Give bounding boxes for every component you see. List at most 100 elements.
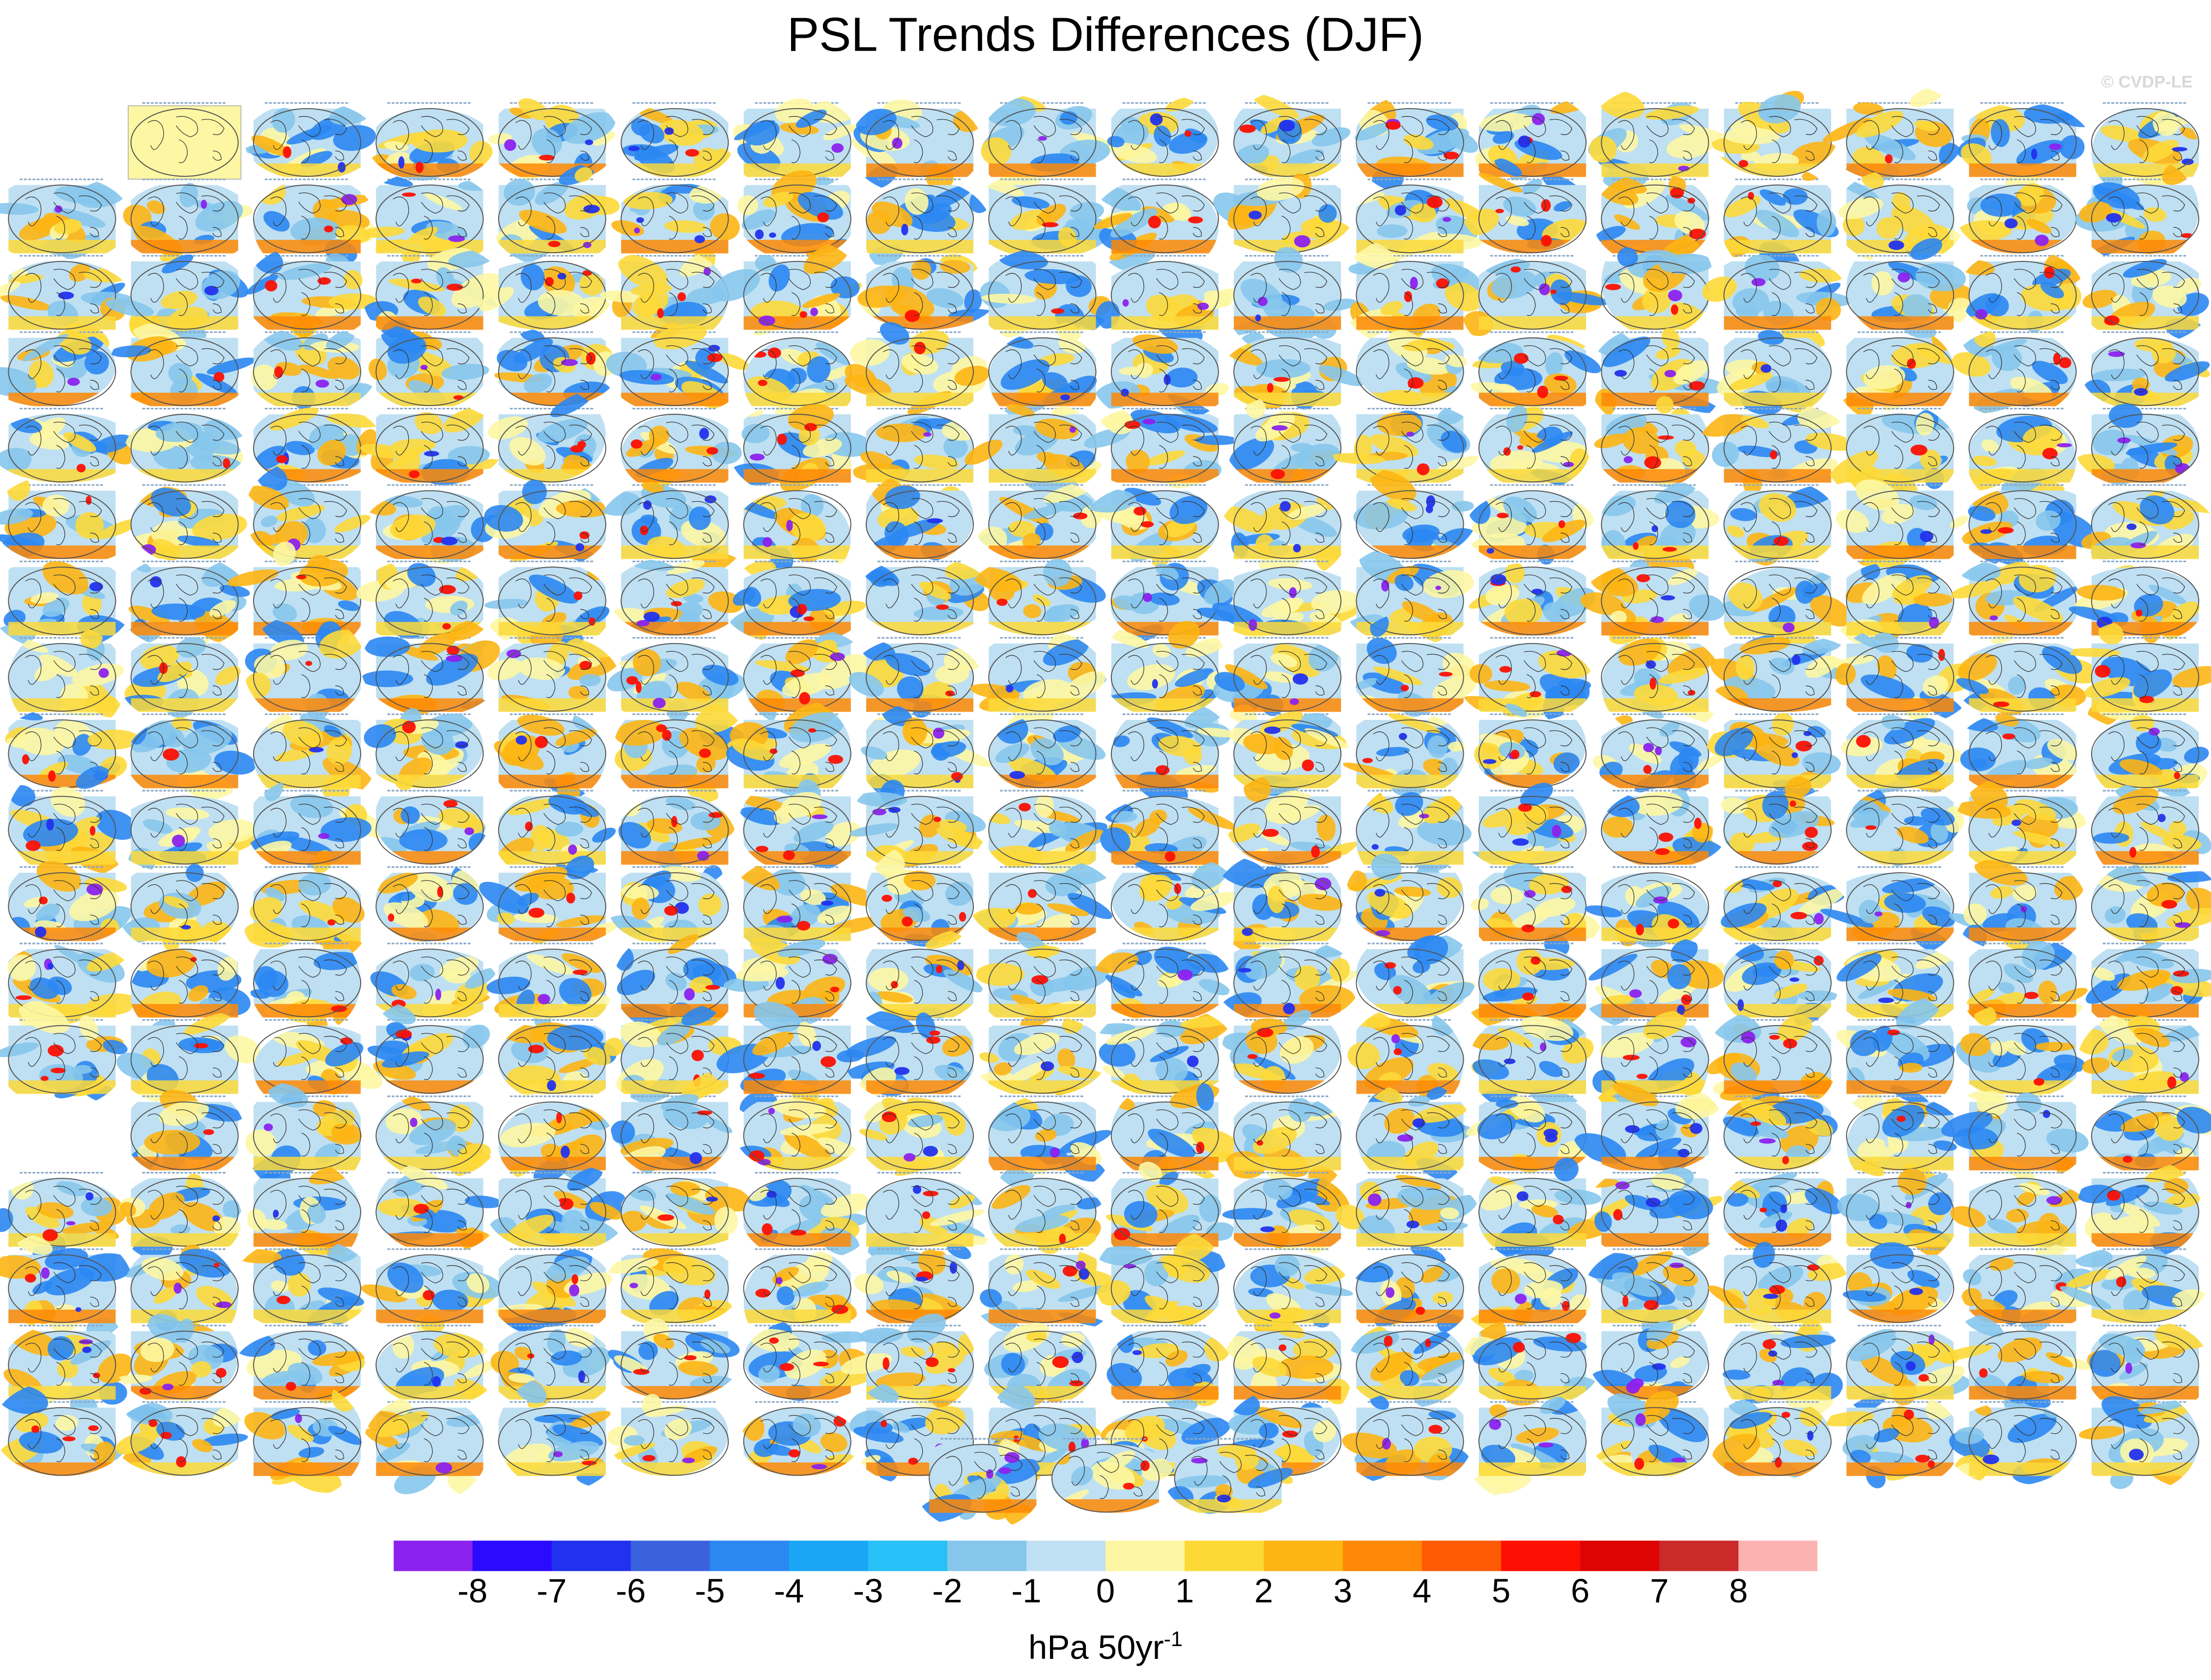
contour-blob: [1920, 449, 1941, 470]
contour-blob: [368, 358, 387, 380]
credit-label: © CVDP-LE: [2101, 73, 2193, 91]
panel-outline: [988, 108, 1097, 177]
panel-outline: [8, 337, 116, 406]
contour-extreme: [1267, 383, 1274, 393]
contour-blob: [998, 250, 1048, 270]
southern-band: [1478, 851, 1587, 865]
panel-field: [2075, 403, 2199, 485]
contour-extreme: [1887, 1029, 1900, 1036]
contour-blob: [1661, 328, 1680, 349]
contour-extreme: [657, 308, 664, 318]
contour-extreme: [1006, 684, 1014, 693]
contour-blob: [2093, 182, 2140, 209]
panel-outline: [375, 108, 484, 177]
contour-extreme: [2157, 814, 2166, 823]
panel-outline: [253, 337, 362, 406]
panel-field: [1227, 247, 1357, 354]
contour-extreme: [2033, 1078, 2044, 1086]
map-panel-r12-c8: [972, 1016, 1107, 1097]
contour-blob: [0, 367, 37, 397]
map-panel-r9-c6: [740, 779, 861, 869]
panel-outline: [1968, 414, 2077, 483]
contour-extreme: [1633, 542, 1639, 550]
contour-extreme: [1865, 825, 1877, 830]
southern-band: [254, 240, 361, 254]
southern-band: [1356, 1080, 1464, 1094]
map-panel-r9-c1: [112, 790, 260, 874]
coastline: [393, 192, 470, 240]
map-panel-r1-c4: [493, 164, 620, 263]
contour-extreme: [1522, 992, 1534, 1001]
contour-blob: [1164, 414, 1218, 433]
panel-field: [1600, 483, 1720, 577]
contour-blob: [1545, 352, 1563, 377]
contour-blob: [0, 202, 39, 215]
contour-extreme: [2104, 315, 2120, 326]
southern-band: [1601, 393, 1709, 406]
panel-outline: [1356, 108, 1464, 177]
map-panel-r2-c12: [1462, 255, 1610, 356]
southern-band: [1111, 851, 1219, 865]
coastline: [1740, 345, 1817, 393]
map-panel-r4-c11: [1330, 405, 1481, 485]
contour-extreme: [1406, 431, 1415, 437]
southern-band: [1356, 163, 1464, 177]
contour-extreme: [181, 925, 191, 930]
contour-blob: [743, 120, 780, 146]
contour-extreme: [194, 1043, 208, 1049]
southern-band: [498, 774, 606, 789]
contour-blob: [830, 276, 860, 299]
contour-extreme: [338, 162, 346, 173]
contour-extreme: [1678, 166, 1690, 171]
contour-blob: [1842, 214, 1865, 236]
contour-blob: [1426, 114, 1459, 131]
contour-blob: [2100, 125, 2145, 142]
southern-band: [1601, 698, 1709, 712]
southern-band: [1846, 1080, 1954, 1094]
coastline: [760, 269, 837, 316]
contour-blob: [1505, 216, 1529, 227]
contour-extreme: [572, 969, 588, 975]
contour-extreme: [1920, 531, 1933, 542]
contour-extreme: [2024, 992, 2039, 999]
southern-band: [254, 927, 361, 941]
southern-band: [621, 469, 729, 483]
map-panel-r6-c16: [1950, 561, 2078, 644]
contour-extreme: [758, 315, 775, 326]
contour-extreme: [1660, 595, 1675, 600]
southern-band: [498, 698, 606, 712]
panel-field: [989, 334, 1097, 422]
map-panel-r4-c7: [852, 408, 978, 512]
southern-band: [1846, 163, 1954, 177]
coastline: [393, 345, 470, 393]
panel-field: [1594, 396, 1709, 488]
contour-blob: [1323, 298, 1357, 311]
contour-extreme: [1443, 151, 1459, 160]
contour-blob: [1036, 452, 1059, 464]
panel-field: [488, 98, 616, 180]
contour-extreme: [1670, 187, 1684, 199]
contour-blob: [1735, 305, 1758, 319]
contour-extreme: [1417, 463, 1430, 476]
southern-band: [2091, 545, 2199, 559]
panel-field: [119, 864, 238, 952]
contour-blob: [802, 293, 841, 308]
map-panel-r9-c17: [2091, 784, 2211, 881]
contour-extreme: [315, 379, 329, 388]
contour-blob: [155, 422, 203, 442]
contour-blob: [1318, 204, 1337, 223]
contour-extreme: [528, 908, 544, 918]
contour-extreme: [441, 537, 458, 545]
panel-field: [1462, 258, 1610, 356]
contour-extreme: [1239, 124, 1256, 133]
southern-band: [8, 927, 116, 941]
contour-extreme: [455, 741, 468, 749]
southern-band: [1846, 698, 1954, 712]
southern-band: [1356, 1157, 1464, 1170]
panel-field: [1460, 783, 1587, 867]
southern-band: [1478, 240, 1587, 254]
contour-extreme: [1687, 198, 1696, 204]
panel-field: [493, 164, 620, 263]
panel-outline: [1110, 337, 1219, 406]
map-panel-r5-c12: [1468, 484, 1595, 565]
